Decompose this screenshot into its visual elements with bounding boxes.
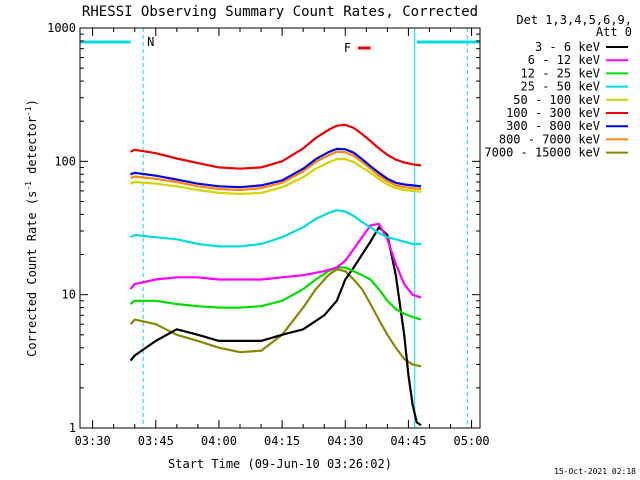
x-tick-label: 04:45: [390, 434, 426, 448]
series-line-800-7000-kev: [130, 150, 422, 192]
legend-header-line2: Att 0: [596, 25, 632, 39]
legend-header-line1: Det 1,3,4,5,6,9,: [516, 13, 632, 27]
legend-label: 100 - 300 keV: [506, 106, 600, 120]
axis-layer: 03:30 03:45 04:00 04:15 04:30 04:45 05:00 1 10 10…: [47, 21, 490, 448]
x-tick-label: 03:30: [75, 434, 111, 448]
legend-label: 7000 - 15000 keV: [484, 146, 600, 160]
series-line-25-50-kev: [129, 209, 422, 248]
series-line-7000-15000-kev: [129, 268, 422, 368]
legend-label: 3 - 6 keV: [535, 40, 600, 54]
x-axis-label: Start Time (09-Jun-10 03:26:02): [168, 457, 392, 471]
x-tick-label: 05:00: [454, 434, 490, 448]
x-tick-label: 03:45: [138, 434, 174, 448]
y-tick-label: 1: [69, 421, 76, 435]
series-line-100-300-kev: [130, 123, 422, 170]
legend-label: 12 - 25 keV: [521, 66, 600, 80]
night-label: N: [147, 35, 154, 49]
series-line-50-100-kev: [130, 158, 422, 195]
y-axis-label-sup1: -1: [24, 181, 33, 191]
x-tick-label: 04:15: [264, 434, 300, 448]
legend-label: 300 - 800 keV: [506, 119, 600, 133]
series-line-300-800-kev: [130, 147, 422, 189]
y-tick-label: 100: [54, 154, 76, 168]
x-tick-label: 04:30: [327, 434, 363, 448]
series-layer: [129, 123, 422, 427]
y-tick-label: 10: [62, 288, 76, 302]
y-axis-label-end: ): [25, 99, 39, 106]
series-line-3-6-kev: [129, 226, 422, 427]
y-axis-label: Corrected Count Rate (s-1 detector-1): [24, 99, 39, 357]
plot-frame: [79, 27, 481, 429]
legend-label: 25 - 50 keV: [521, 80, 600, 94]
y-axis-label-main: Corrected Count Rate (s: [25, 191, 39, 357]
legend-label: 50 - 100 keV: [513, 93, 600, 107]
series-line-12-25-kev: [129, 266, 422, 321]
y-axis-label-mid: detector: [25, 116, 39, 181]
chart-title: RHESSI Observing Summary Count Rates, Co…: [82, 4, 478, 20]
footer-date: 15-Oct-2021 02:18: [554, 467, 636, 476]
y-tick-label: 1000: [47, 21, 76, 35]
series-line-6-12-kev: [129, 222, 422, 299]
legend-label: 6 - 12 keV: [528, 53, 600, 67]
flare-label: F: [344, 41, 351, 55]
legend-label: 800 - 7000 keV: [499, 132, 600, 146]
y-axis-label-sup2: -1: [24, 106, 33, 116]
x-tick-label: 04:00: [201, 434, 237, 448]
